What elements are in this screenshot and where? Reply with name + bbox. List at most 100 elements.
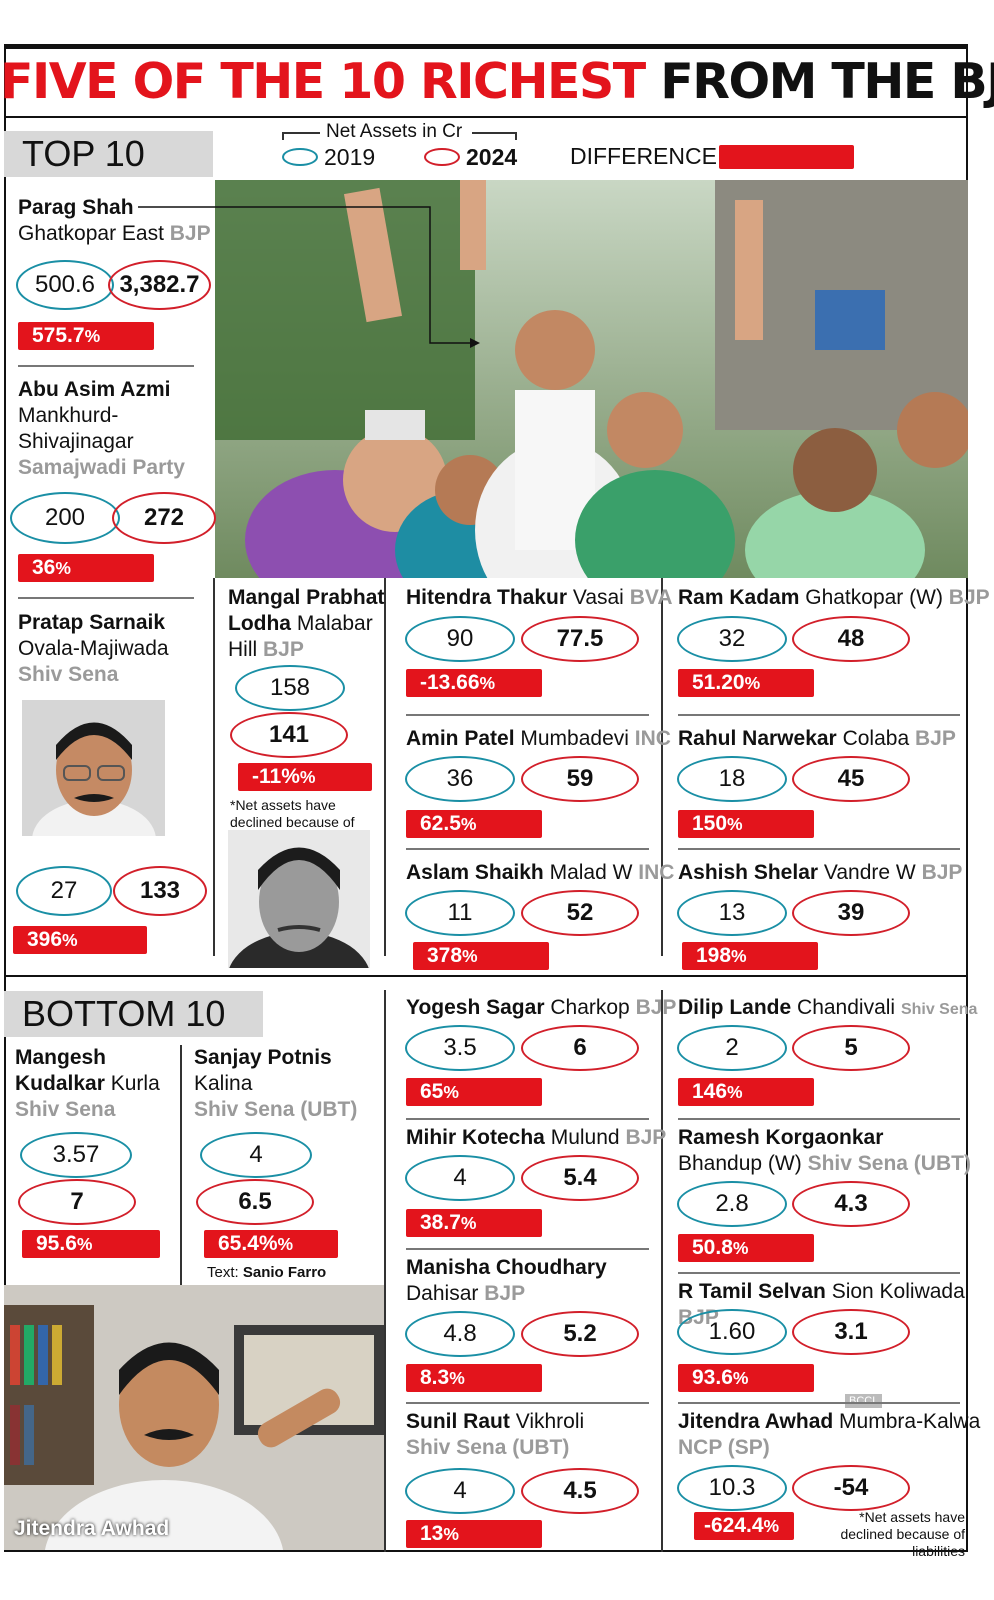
sep — [678, 1272, 960, 1274]
value-2019-hitendra-thakur: 90 — [405, 616, 515, 662]
legend-2024-swatch — [424, 148, 460, 166]
value-2024-ramesh-korgaonkar: 4.3 — [792, 1181, 910, 1227]
diff-sanjay-potnis: 65.4%% — [204, 1230, 338, 1258]
value-2019-manisha-choudhary: 4.8 — [405, 1311, 515, 1357]
value-2024-manisha-choudhary: 5.2 — [521, 1311, 639, 1357]
sep — [18, 597, 194, 599]
name-lodha-1: Mangal Prabhat — [228, 586, 385, 609]
section-bottom: BOTTOM 10 — [4, 991, 263, 1037]
value-2024-sanjay-potnis: 6.5 — [196, 1179, 314, 1225]
legend-bracket-right — [472, 132, 516, 134]
name-sunil-raut: Sunil Raut Vikhroli — [406, 1410, 585, 1433]
name-pratap-sarnaik: Pratap Sarnaik — [18, 611, 166, 634]
diff-parag-shah: 575.7% — [18, 322, 154, 350]
diff-lodha: -11%% — [238, 763, 372, 791]
name-rahul-narwekar: Rahul Narwekar Colaba BJP — [678, 727, 956, 750]
party-sanjay-potnis: Shiv Sena (UBT) — [194, 1098, 358, 1121]
diff-hitendra-thakur: -13.66% — [406, 669, 542, 697]
value-2019-dilip-lande: 2 — [677, 1025, 787, 1071]
value-2019-pratap-sarnaik: 27 — [16, 866, 112, 916]
value-2024-dilip-lande: 5 — [792, 1025, 910, 1071]
legend-difference-label: DIFFERENCE — [570, 143, 717, 169]
seat-abu-asim-azmi-1: Mankhurd- — [18, 404, 119, 427]
legend-2019-swatch — [282, 148, 318, 166]
name-ram-kadam: Ram Kadam Ghatkopar (W) BJP — [678, 586, 990, 609]
name-lodha-2: Lodha Malabar — [228, 612, 373, 635]
value-2019-kudalkar: 3.57 — [20, 1132, 132, 1178]
party-jitendra-awhad: NCP (SP) — [678, 1436, 770, 1459]
legend-bracket-left-tick — [282, 132, 284, 140]
section-top: TOP 10 — [4, 131, 213, 177]
value-2019-aslam-shaikh: 11 — [405, 890, 515, 936]
name-hitendra-thakur: Hitendra Thakur Vasai BVA — [406, 586, 673, 609]
diff-yogesh-sagar: 65% — [406, 1078, 542, 1106]
top-rule — [4, 44, 968, 49]
headline: FIVE OF THE 10 RICHEST FROM THE BJP — [0, 52, 994, 112]
sep — [678, 1118, 960, 1120]
diff-kudalkar: 95.6% — [22, 1230, 160, 1258]
section-divider — [4, 975, 968, 977]
diff-mihir-kotecha: 38.7% — [406, 1209, 542, 1237]
pointer-arrow — [138, 206, 480, 348]
name-ashish-shelar: Ashish Shelar Vandre W BJP — [678, 861, 963, 884]
diff-dilip-lande: 146% — [678, 1078, 814, 1106]
diff-rahul-narwekar: 150% — [678, 810, 814, 838]
name-amin-patel: Amin Patel Mumbadevi INC — [406, 727, 671, 750]
diff-manisha-choudhary: 8.3% — [406, 1364, 542, 1392]
legend-2024-label: 2024 — [466, 144, 518, 170]
seat-pratap-sarnaik: Ovala-Majiwada — [18, 637, 169, 660]
title-rule — [4, 116, 968, 118]
name-parag-shah: Parag Shah — [18, 196, 134, 219]
legend-bracket-left — [282, 132, 320, 134]
diff-ramesh-korgaonkar: 50.8% — [678, 1234, 814, 1262]
diff-abu-asim-azmi: 36% — [18, 554, 154, 582]
headline-black: FROM THE BJP — [660, 53, 994, 110]
photo-jitendra-awhad: Jitendra Awhad — [4, 1285, 384, 1550]
value-2019-rahul-narwekar: 18 — [677, 756, 787, 802]
name-kudalkar-1: Mangesh — [15, 1046, 107, 1069]
value-2019-amin-patel: 36 — [405, 756, 515, 802]
name-jitendra-awhad: Jitendra Awhad Mumbra-Kalwa — [678, 1410, 981, 1433]
value-2024-ram-kadam: 48 — [792, 616, 910, 662]
diff-jitendra-awhad: -624.4% — [694, 1512, 794, 1540]
value-2024-lodha: 141 — [230, 712, 348, 758]
value-2019-parag-shah: 500.6 — [16, 260, 114, 310]
seat-lodha: Hill BJP — [228, 638, 304, 661]
value-2019-sanjay-potnis: 4 — [200, 1132, 312, 1178]
portrait-lodha — [228, 830, 370, 968]
sep — [406, 1402, 649, 1404]
hero-photo-illustration — [215, 180, 968, 578]
value-2019-ram-kadam: 32 — [677, 616, 787, 662]
photo-caption: Jitendra Awhad — [14, 1517, 170, 1540]
value-2024-pratap-sarnaik: 133 — [113, 866, 207, 916]
name-sanjay-potnis: Sanjay Potnis — [194, 1046, 332, 1069]
value-2019-ashish-shelar: 13 — [677, 890, 787, 936]
party-pratap-sarnaik: Shiv Sena — [18, 663, 119, 686]
diff-r-tamil-selvan: 93.6% — [678, 1364, 814, 1392]
sep — [406, 714, 649, 716]
divider-col2 — [384, 578, 386, 956]
name-ramesh-korgaonkar: Ramesh Korgaonkar — [678, 1126, 884, 1149]
seat-sanjay-potnis: Kalina — [194, 1072, 253, 1095]
party-kudalkar: Shiv Sena — [15, 1098, 116, 1121]
credit: Text: Sanio Farro — [207, 1264, 327, 1281]
value-2019-abu-asim-azmi: 200 — [10, 492, 120, 544]
divider-bottom-col2 — [384, 990, 386, 1552]
sep — [406, 1248, 649, 1250]
value-2019-lodha: 158 — [235, 665, 345, 711]
value-2024-rahul-narwekar: 45 — [792, 756, 910, 802]
note-awhad: *Net assets have declined because of lia… — [840, 1509, 965, 1559]
name-manisha-choudhary: Manisha Choudhary — [406, 1256, 607, 1279]
value-2024-kudalkar: 7 — [18, 1179, 136, 1225]
value-2024-abu-asim-azmi: 272 — [112, 492, 216, 544]
value-2024-sunil-raut: 4.5 — [521, 1468, 639, 1514]
name-aslam-shaikh: Aslam Shaikh Malad W INC — [406, 861, 675, 884]
value-2024-parag-shah: 3,382.7 — [108, 260, 211, 310]
party-sunil-raut: Shiv Sena (UBT) — [406, 1436, 570, 1459]
photo-jitendra-awhad-illustration — [4, 1285, 384, 1550]
sep — [678, 1402, 960, 1404]
party-abu-asim-azmi: Samajwadi Party — [18, 456, 185, 479]
value-2024-aslam-shaikh: 52 — [521, 890, 639, 936]
value-2024-yogesh-sagar: 6 — [521, 1025, 639, 1071]
legend-bracket-right-tick — [515, 132, 517, 140]
